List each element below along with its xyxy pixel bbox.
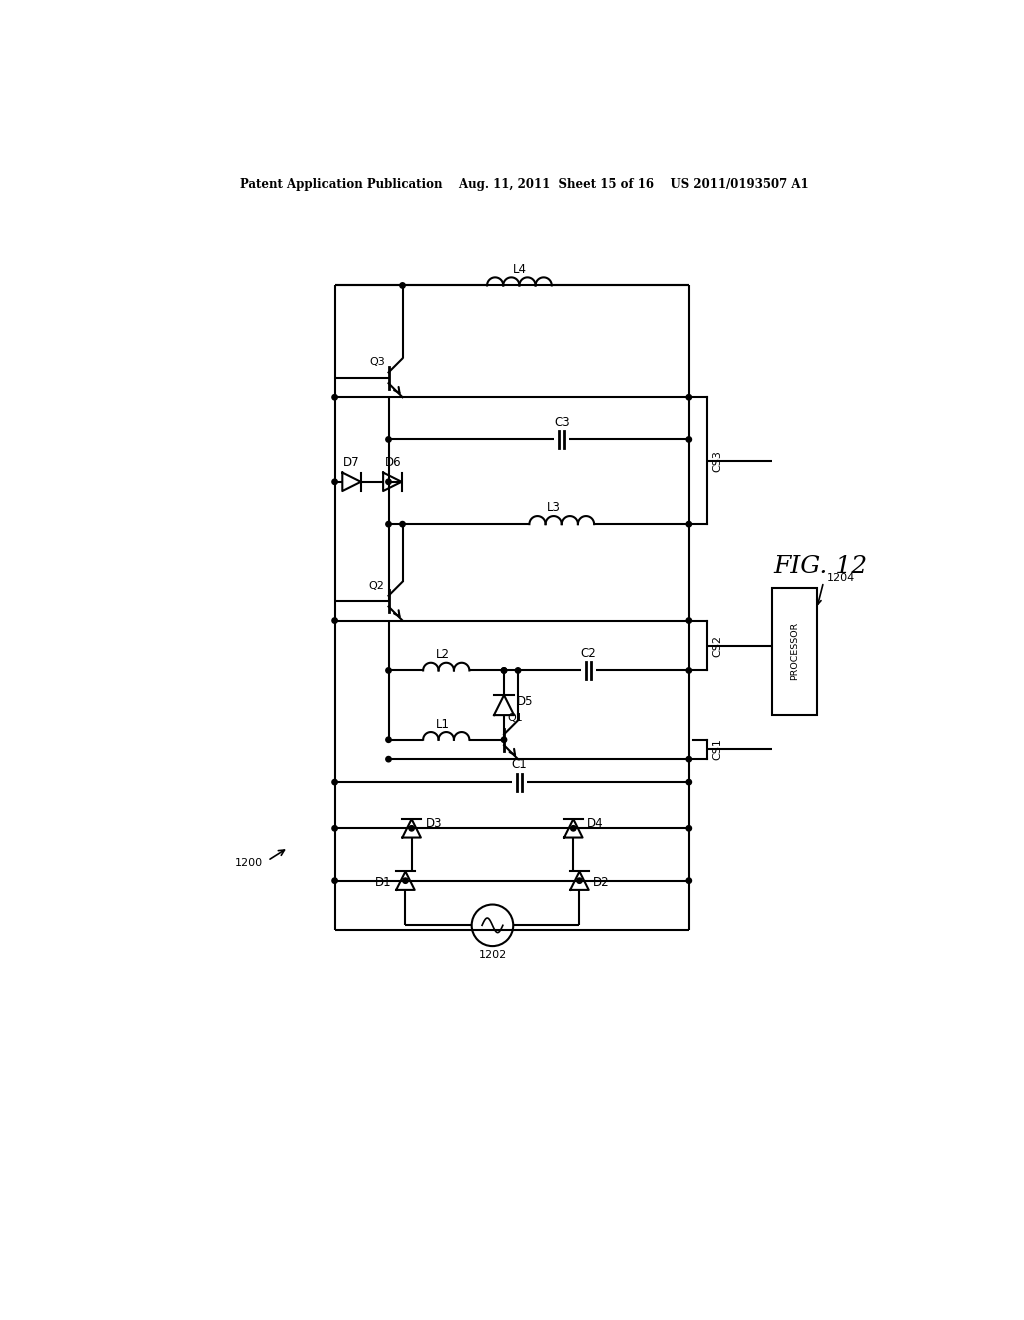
Circle shape [386,737,391,742]
Bar [772,587,816,714]
Text: FIG. 12: FIG. 12 [773,554,867,578]
Circle shape [686,395,691,400]
Text: CS1: CS1 [712,738,722,760]
Text: Patent Application Publication    Aug. 11, 2011  Sheet 15 of 16    US 2011/01935: Patent Application Publication Aug. 11, … [241,178,809,190]
Circle shape [332,825,337,832]
Circle shape [686,825,691,832]
Circle shape [332,878,337,883]
Circle shape [409,825,415,832]
Circle shape [686,521,691,527]
Text: L3: L3 [547,502,561,515]
Text: CS3: CS3 [712,450,722,471]
Circle shape [386,756,391,762]
Text: D1: D1 [375,876,391,890]
Circle shape [399,521,406,527]
Text: C2: C2 [581,647,597,660]
Text: 1204: 1204 [826,573,855,583]
Circle shape [502,737,507,742]
Text: D5: D5 [517,694,534,708]
Circle shape [386,479,391,484]
Text: D3: D3 [425,817,442,830]
Circle shape [570,825,577,832]
Circle shape [577,878,583,883]
Circle shape [402,878,409,883]
Circle shape [515,668,521,673]
Circle shape [502,668,507,673]
Circle shape [332,779,337,785]
Text: 1202: 1202 [478,950,507,960]
Circle shape [399,282,406,288]
Text: Q2: Q2 [369,581,385,591]
Text: Q3: Q3 [369,358,385,367]
Text: C3: C3 [554,416,569,429]
Text: D2: D2 [593,876,610,890]
Circle shape [332,479,337,484]
Text: L1: L1 [435,718,450,730]
Text: D6: D6 [385,455,401,469]
Circle shape [686,668,691,673]
Circle shape [332,618,337,623]
Circle shape [686,618,691,623]
Circle shape [686,878,691,883]
Text: 1200: 1200 [234,858,263,869]
Circle shape [386,521,391,527]
Text: D7: D7 [343,455,359,469]
Circle shape [686,437,691,442]
Circle shape [502,668,507,673]
Circle shape [686,756,691,762]
Text: Q1: Q1 [507,713,523,723]
Text: PROCESSOR: PROCESSOR [790,622,799,680]
Circle shape [386,668,391,673]
Text: D4: D4 [587,817,604,830]
Text: CS2: CS2 [712,635,722,656]
Text: L2: L2 [435,648,450,661]
Circle shape [332,395,337,400]
Circle shape [386,437,391,442]
Text: L4: L4 [512,263,526,276]
Circle shape [686,779,691,785]
Text: C1: C1 [512,758,527,771]
